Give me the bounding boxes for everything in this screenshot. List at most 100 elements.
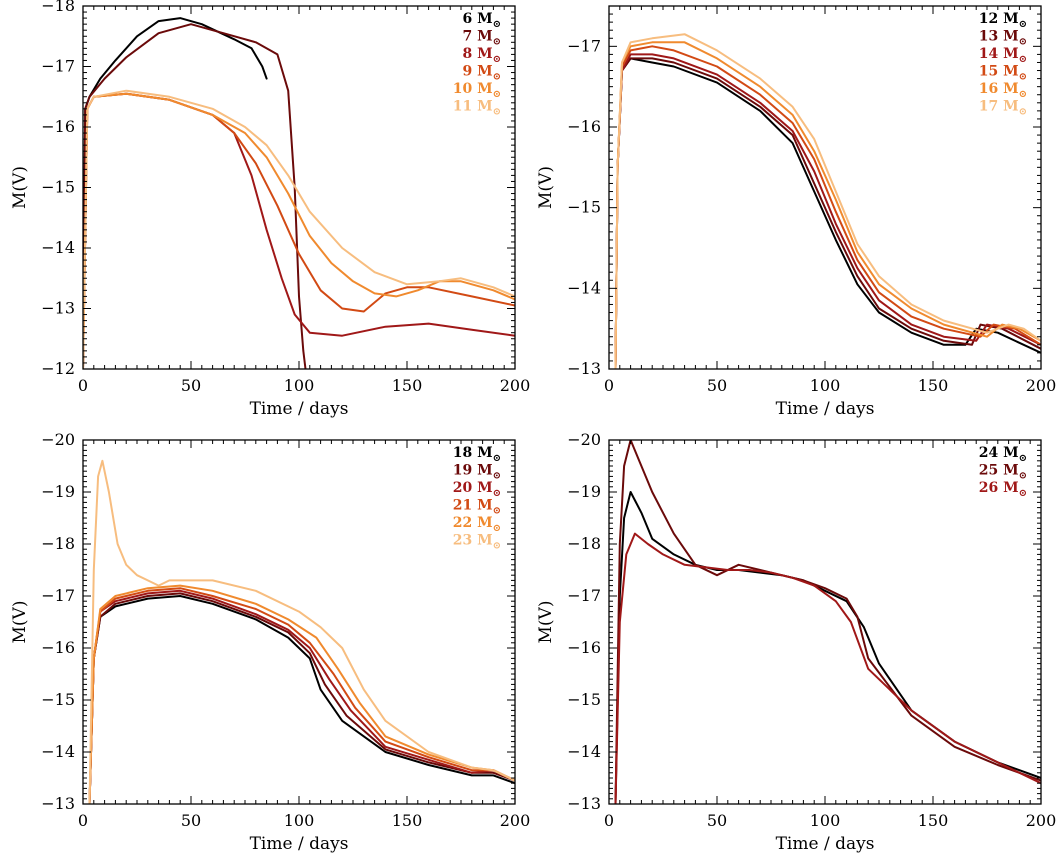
y-tick-label: −14: [567, 742, 601, 761]
series-line-19-msun: [88, 592, 515, 804]
y-tick-label: −13: [41, 794, 75, 813]
series-group: [88, 459, 515, 804]
y-tick-label: −16: [41, 638, 75, 657]
y-axis-label: M(V): [10, 601, 30, 644]
x-tick-label: 0: [604, 376, 614, 395]
y-tick-label: −17: [567, 36, 601, 55]
y-tick-label: −17: [41, 57, 75, 76]
legend-entry-8: 8 M⊙: [462, 46, 501, 65]
legend-entry-20: 20 M⊙: [453, 480, 501, 499]
x-tick-label: 50: [707, 811, 727, 830]
series-line-15-msun: [614, 45, 1041, 369]
x-tick-label: 0: [78, 376, 88, 395]
x-tick-label: 200: [1026, 376, 1057, 395]
y-axis-label: M(V): [536, 601, 556, 644]
y-tick-label: −14: [567, 278, 601, 297]
y-tick-label: −12: [41, 359, 75, 378]
x-tick-label: 100: [284, 376, 315, 395]
y-tick-label: −18: [41, 0, 75, 15]
y-tick-label: −15: [41, 690, 75, 709]
legend-entry-13: 13 M⊙: [979, 29, 1027, 48]
legend-entry-25: 25 M⊙: [979, 463, 1027, 482]
x-tick-label: 200: [500, 376, 531, 395]
y-tick-label: −19: [567, 482, 601, 501]
legend-entry-17: 17 M⊙: [979, 99, 1027, 118]
y-tick-label: −18: [567, 534, 601, 553]
panel-3: 0 50 100 150 200 −20 −19 −18 −17 −16 −15 −14 −13 Time…: [10, 430, 530, 854]
x-tick-label: 200: [500, 811, 531, 830]
legend-entry-14: 14 M⊙: [979, 46, 1027, 65]
series-line-11-msun: [83, 89, 515, 369]
series-line-18-msun: [88, 595, 515, 804]
series-line-24-msun: [614, 491, 1041, 804]
y-tick-label: −15: [41, 178, 75, 197]
y-tick-label: −17: [41, 586, 75, 605]
series-line-10-msun: [83, 92, 515, 369]
y-tick-label: −18: [41, 534, 75, 553]
y-tick-label: −15: [567, 690, 601, 709]
x-tick-label: 100: [284, 811, 315, 830]
series-group: [614, 440, 1041, 804]
y-tick-label: −20: [567, 430, 601, 449]
legend-entry-24: 24 M⊙: [979, 445, 1027, 464]
y-axis-label: M(V): [536, 166, 556, 209]
legend-entry-15: 15 M⊙: [979, 64, 1027, 83]
series-line-6-msun: [83, 17, 268, 369]
y-tick-label: −16: [567, 117, 601, 136]
plot-frame: [82, 439, 516, 805]
legend-entry-12: 12 M⊙: [979, 11, 1027, 30]
plot-frame: [82, 5, 516, 370]
series-line-16-msun: [614, 41, 1041, 369]
y-tick-label: −16: [41, 117, 75, 136]
x-tick-label: 200: [1026, 811, 1057, 830]
series-line-17-msun: [614, 33, 1041, 369]
legend-entry-7: 7 M⊙: [462, 29, 501, 48]
y-tick-label: −14: [41, 238, 75, 257]
series-line-20-msun: [88, 589, 515, 804]
legend-entry-18: 18 M⊙: [453, 445, 501, 464]
panel-4: 0 50 100 150 200 −20 −19 −18 −17 −16 −15 −14 −13 Time…: [536, 430, 1056, 854]
y-tick-label: −14: [41, 742, 75, 761]
series-line-9-msun: [83, 92, 515, 369]
y-tick-label: −13: [567, 359, 601, 378]
legend-entry-23: 23 M⊙: [453, 533, 501, 552]
x-axis-label: Time / days: [776, 399, 875, 419]
legend-entry-26: 26 M⊙: [979, 480, 1027, 499]
legend-entry-21: 21 M⊙: [453, 498, 501, 517]
y-tick-label: −13: [567, 794, 601, 813]
x-tick-label: 50: [707, 376, 727, 395]
x-axis-label: Time / days: [250, 399, 349, 419]
y-tick-label: −16: [567, 638, 601, 657]
x-tick-label: 150: [918, 811, 949, 830]
series-line-13-msun: [614, 57, 1041, 369]
series-line-23-msun: [88, 459, 515, 804]
series-line-26-msun: [614, 532, 1041, 804]
x-tick-label: 0: [604, 811, 614, 830]
y-tick-label: −19: [41, 482, 75, 501]
x-tick-label: 150: [918, 376, 949, 395]
series-line-25-msun: [614, 440, 1041, 804]
legend-entry-6: 6 M⊙: [462, 11, 501, 30]
y-axis-label: M(V): [10, 166, 30, 209]
x-axis-label: Time / days: [776, 834, 875, 854]
legend-entry-11: 11 M⊙: [453, 99, 501, 118]
panel-2: 0 50 100 150 200 −17 −16 −15 −14 −13 Time / days M(…: [536, 5, 1057, 419]
y-tick-label: −20: [41, 430, 75, 449]
x-axis-label: Time / days: [250, 834, 349, 854]
legend-entry-22: 22 M⊙: [453, 515, 501, 534]
legend-entry-19: 19 M⊙: [453, 463, 501, 482]
x-tick-label: 0: [78, 811, 88, 830]
series-line-7-msun: [83, 23, 307, 369]
x-tick-label: 100: [810, 376, 841, 395]
plot-frame: [608, 439, 1042, 805]
x-tick-label: 150: [392, 376, 423, 395]
x-tick-label: 150: [392, 811, 423, 830]
panel-1: 0 50 100 150 200 −18 −17 −16 −15 −14 −13 −12 Time / …: [10, 0, 530, 419]
y-tick-label: −15: [567, 198, 601, 217]
series-line-22-msun: [88, 584, 515, 804]
series-group: [83, 17, 515, 369]
series-line-21-msun: [88, 587, 515, 804]
series-line-8-msun: [83, 92, 515, 369]
series-group: [614, 33, 1041, 369]
